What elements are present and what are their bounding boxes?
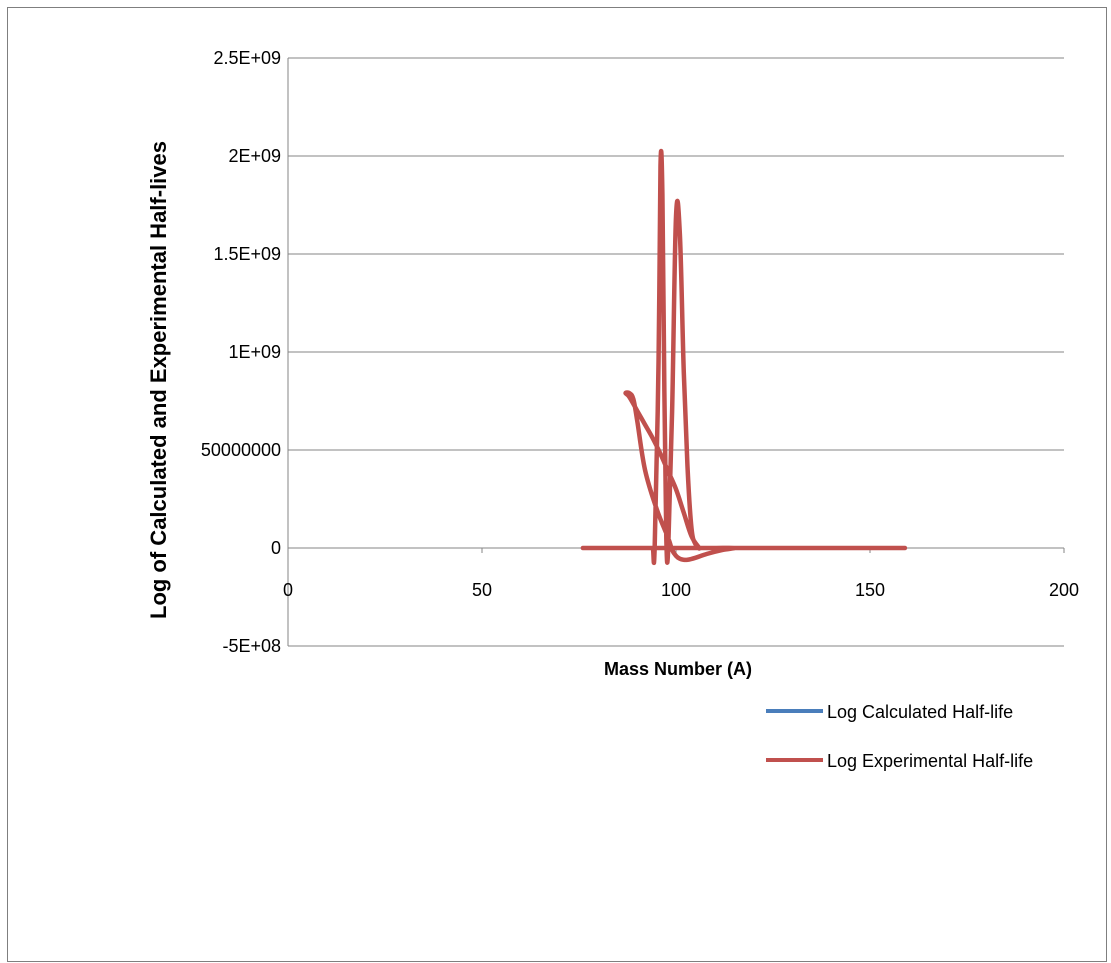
tick-labels: -5E+08 0 50000000 1E+09 1.5E+09 2E+09 2.5E+09 0… [201, 48, 1079, 656]
y-axis-title: Log of Calculated and Experimental Half-… [146, 141, 171, 619]
x-tick-label: 100 [661, 580, 691, 600]
legend: Log Calculated Half-life Log Experimenta… [766, 702, 1033, 771]
y-tick-label: 2E+09 [228, 146, 281, 166]
chart-svg: -5E+08 0 50000000 1E+09 1.5E+09 2E+09 2.5E+09 0… [146, 48, 1079, 771]
x-tick-label: 0 [283, 580, 293, 600]
y-tick-label: 2.5E+09 [213, 48, 281, 68]
y-tick-label: 1.5E+09 [213, 244, 281, 264]
series-line-experimental [580, 149, 908, 566]
x-tick-label: 200 [1049, 580, 1079, 600]
legend-label-experimental: Log Experimental Half-life [827, 751, 1033, 771]
legend-label-calculated: Log Calculated Half-life [827, 702, 1013, 722]
y-tick-label: 1E+09 [228, 342, 281, 362]
y-tick-label: 50000000 [201, 440, 281, 460]
x-tick-label: 150 [855, 580, 885, 600]
x-tick-label: 50 [472, 580, 492, 600]
y-tick-label: -5E+08 [222, 636, 281, 656]
x-axis-title: Mass Number (A) [604, 659, 752, 679]
y-tick-label: 0 [271, 538, 281, 558]
series-lines [580, 149, 908, 566]
chart-area: -5E+08 0 50000000 1E+09 1.5E+09 2E+09 2.5E+09 0… [7, 7, 1107, 962]
